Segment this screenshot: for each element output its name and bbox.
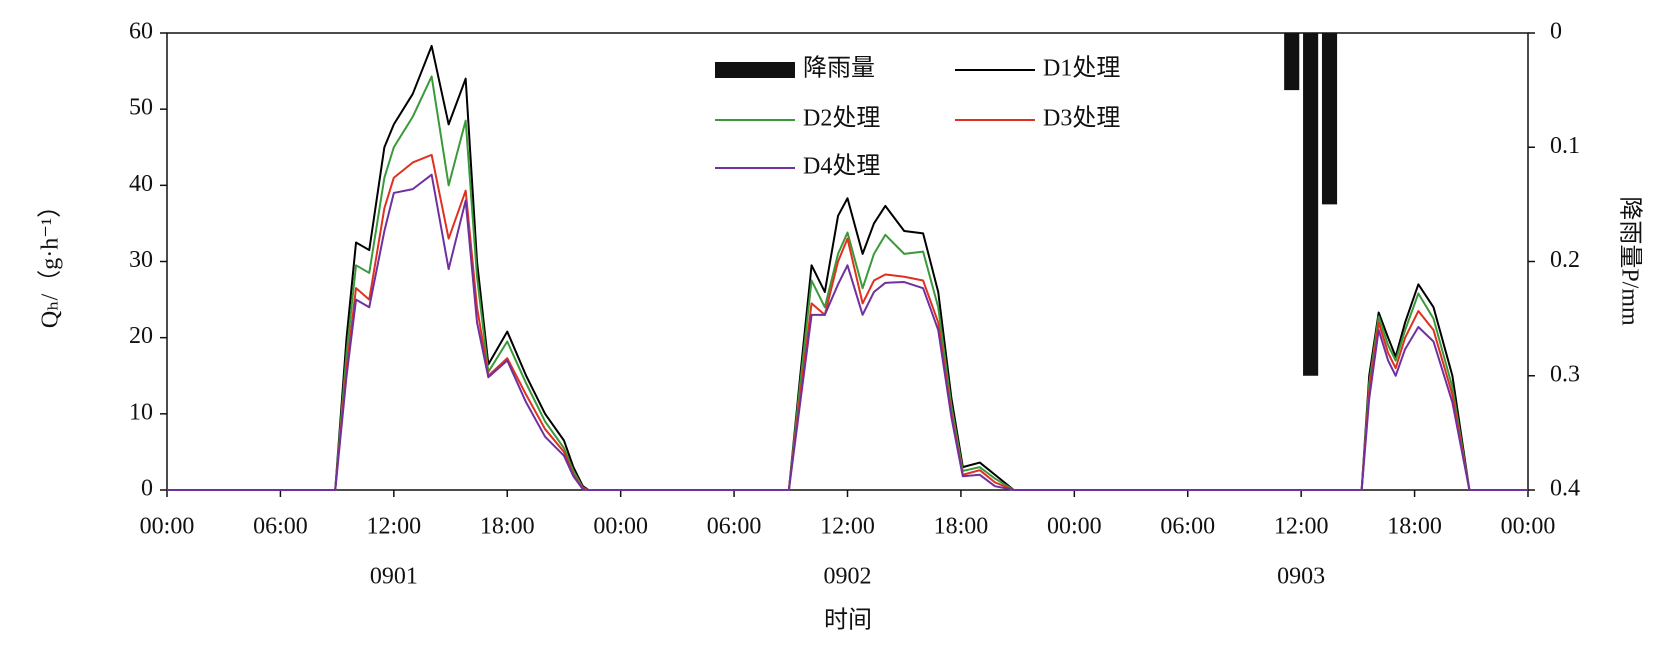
x-axis-title: 时间 bbox=[824, 607, 872, 634]
legend-label: D4处理 bbox=[803, 153, 880, 180]
x-tick-label: 00:00 bbox=[140, 514, 195, 540]
legend-label: D3处理 bbox=[1043, 105, 1120, 132]
x-tick-label: 12:00 bbox=[366, 514, 421, 540]
y2-tick-label: 0 bbox=[1550, 19, 1562, 45]
x-tick-label: 12:00 bbox=[1274, 514, 1329, 540]
y-tick-label: 60 bbox=[129, 19, 153, 45]
y-tick-label: 20 bbox=[129, 323, 153, 349]
x-tick-label: 12:00 bbox=[820, 514, 875, 540]
legend-label: 降雨量 bbox=[803, 55, 875, 82]
y2-tick-label: 0.3 bbox=[1550, 361, 1580, 387]
day-label: 0902 bbox=[824, 564, 872, 590]
series-line bbox=[167, 75, 1528, 491]
y2-tick-label: 0.4 bbox=[1550, 476, 1580, 502]
y-tick-label: 30 bbox=[129, 247, 153, 273]
rain-bar bbox=[1284, 33, 1300, 91]
day-label: 0903 bbox=[1277, 564, 1325, 590]
y2-tick-label: 0.1 bbox=[1550, 133, 1580, 159]
y-tick-label: 0 bbox=[141, 476, 153, 502]
x-tick-label: 06:00 bbox=[1160, 514, 1215, 540]
x-tick-label: 18:00 bbox=[480, 514, 535, 540]
y2-axis-title: 降雨量P/mm bbox=[1616, 196, 1643, 326]
x-tick-label: 06:00 bbox=[707, 514, 762, 540]
legend-label: D1处理 bbox=[1043, 55, 1120, 82]
series-line bbox=[167, 173, 1528, 491]
legend-label: D2处理 bbox=[803, 105, 880, 132]
legend-swatch bbox=[715, 62, 795, 78]
x-tick-label: 00:00 bbox=[1501, 514, 1556, 540]
y-axis-title: Qₕ/（g·h⁻¹） bbox=[38, 194, 64, 328]
y-tick-label: 40 bbox=[129, 171, 153, 197]
rain-bar bbox=[1321, 33, 1338, 205]
rain-bar bbox=[1303, 33, 1319, 376]
x-tick-label: 18:00 bbox=[1387, 514, 1442, 540]
series-line bbox=[167, 44, 1528, 491]
x-tick-label: 00:00 bbox=[593, 514, 648, 540]
x-tick-label: 06:00 bbox=[253, 514, 308, 540]
x-tick-label: 00:00 bbox=[1047, 514, 1102, 540]
y-tick-label: 50 bbox=[129, 95, 153, 121]
y-tick-label: 10 bbox=[129, 399, 153, 425]
series-line bbox=[167, 153, 1528, 491]
x-tick-label: 18:00 bbox=[934, 514, 989, 540]
day-label: 0901 bbox=[370, 564, 418, 590]
y2-tick-label: 0.2 bbox=[1550, 247, 1580, 273]
